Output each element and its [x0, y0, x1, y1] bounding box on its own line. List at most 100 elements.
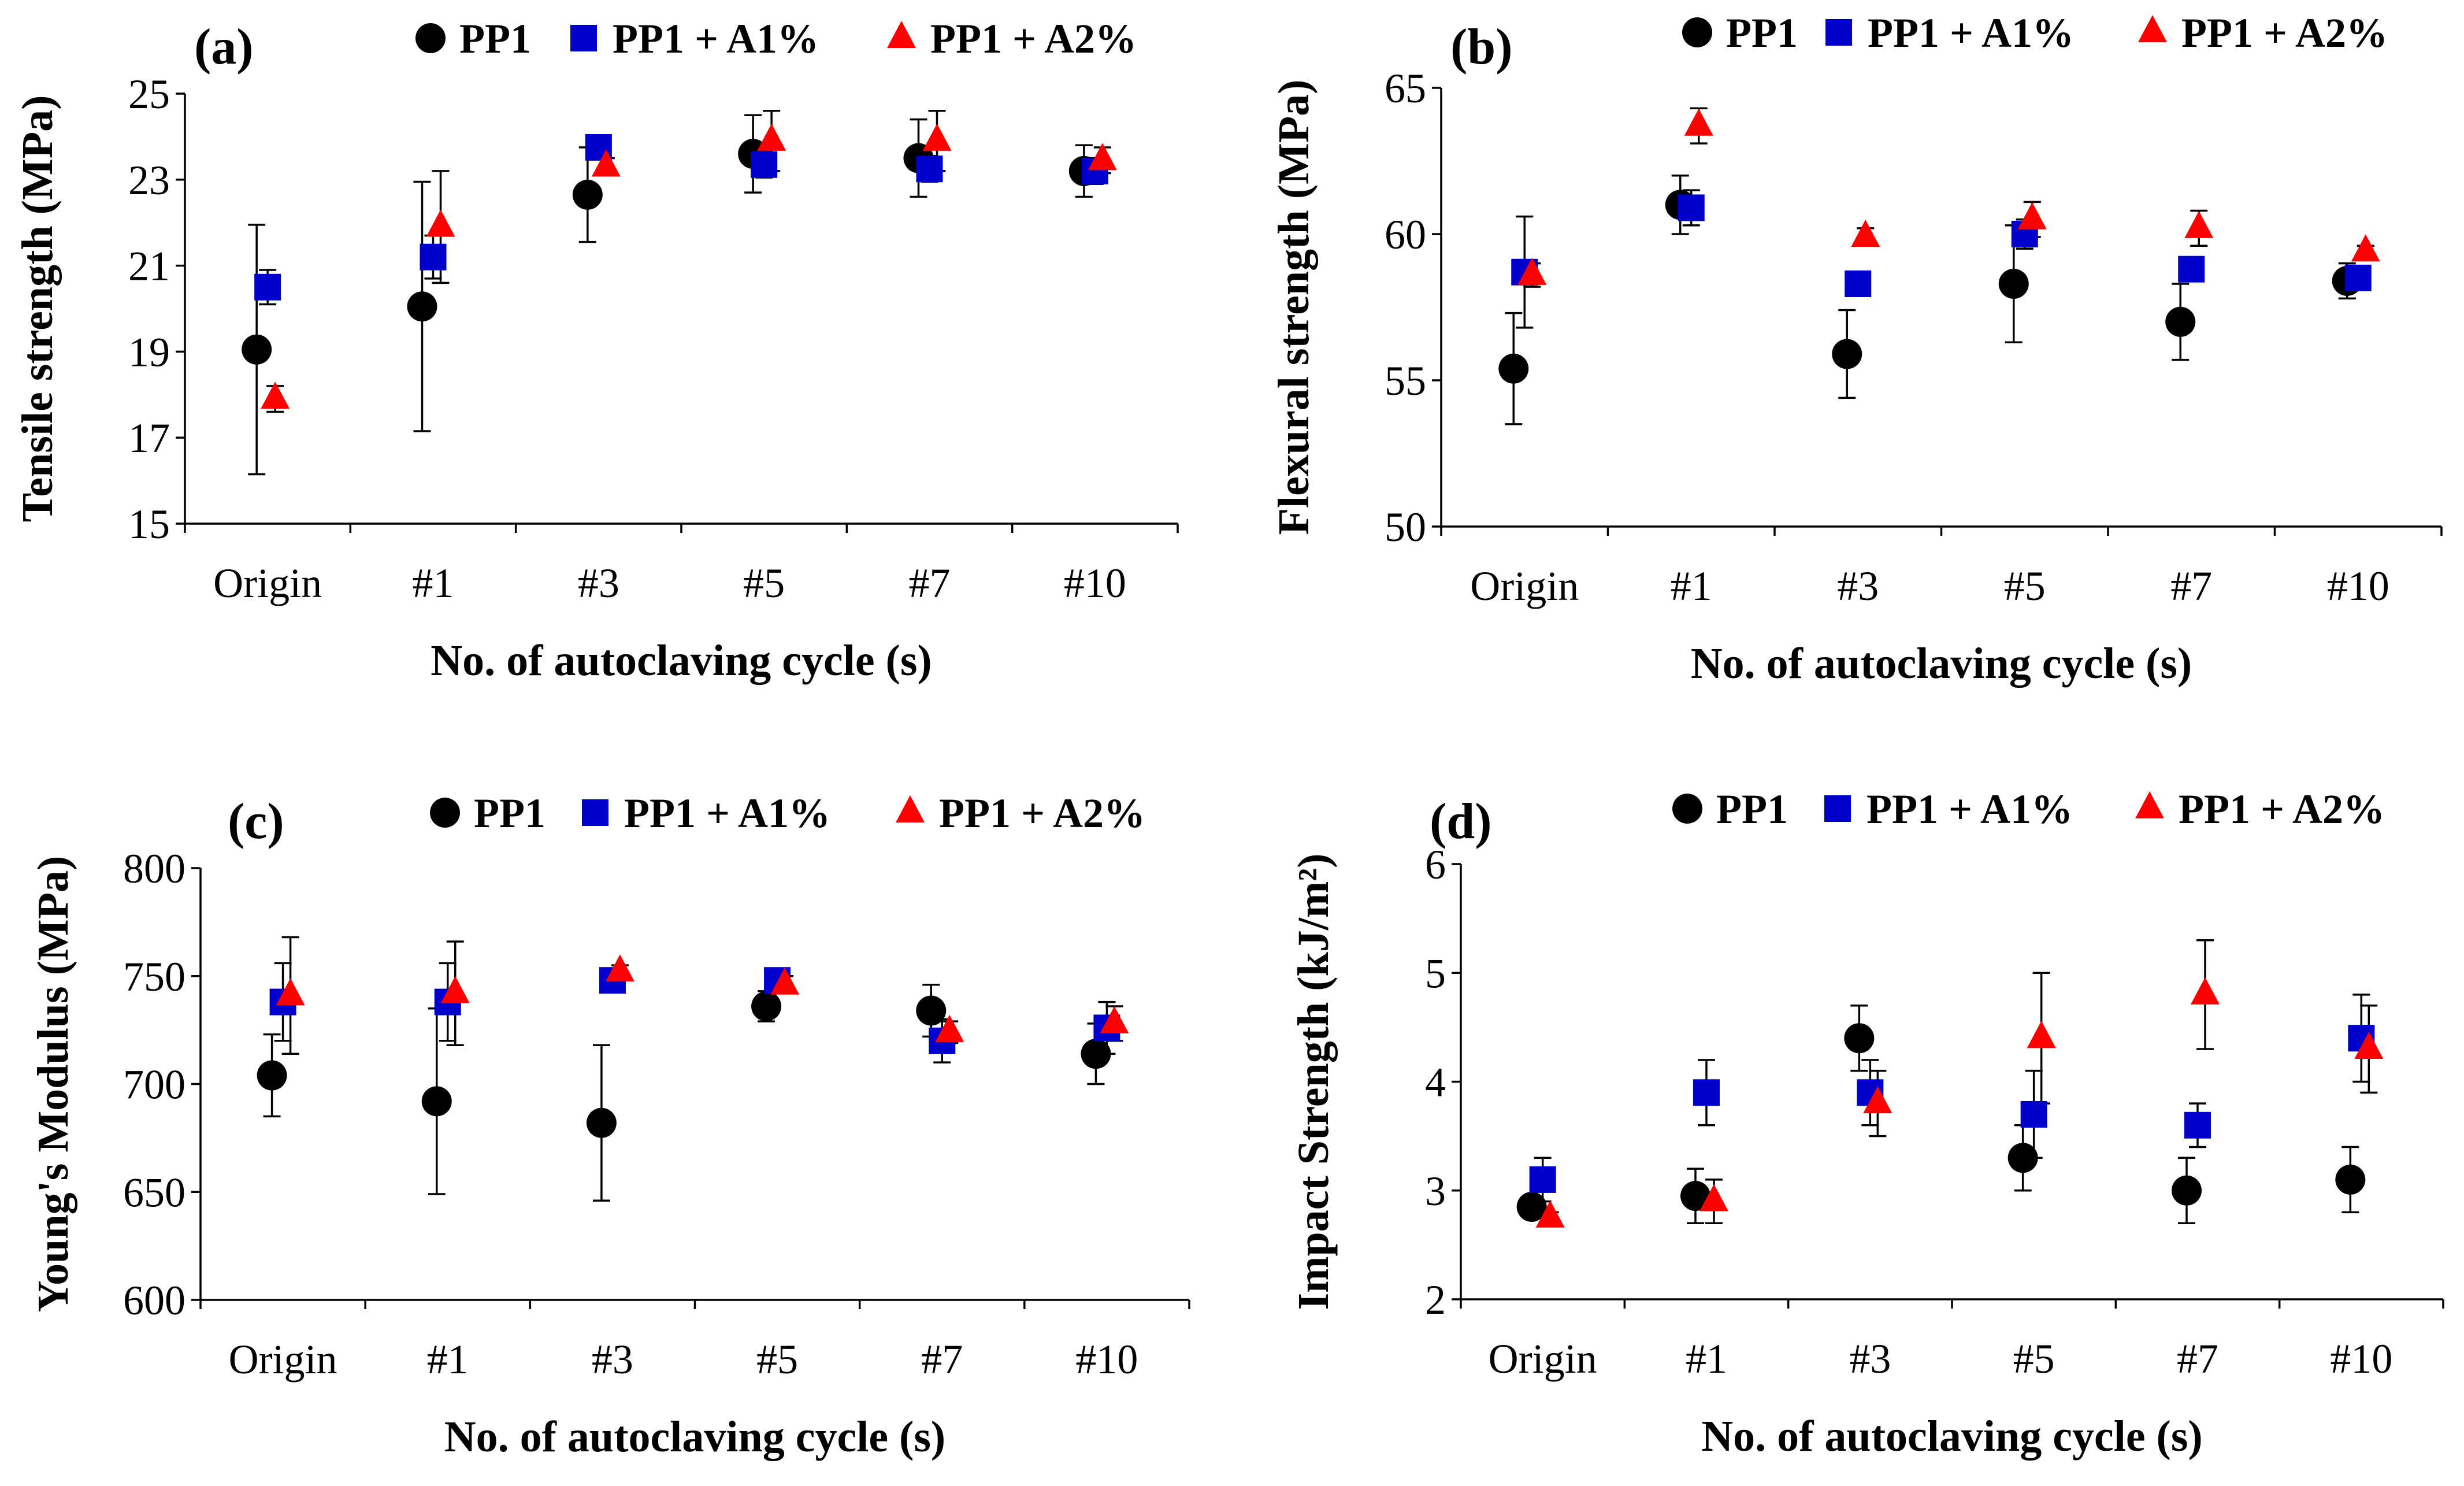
legend-marker-shape [582, 799, 608, 826]
legend-marker [1824, 795, 1851, 822]
data-point [1678, 194, 1705, 221]
data-point [440, 976, 470, 1003]
legend-marker-shape [1672, 794, 1702, 824]
data-point [1516, 1191, 1547, 1222]
chart-panel-b: 50 55 60 65 Origin #1 #3 #5 #7 #10 No. of autoclav… [1270, 10, 2443, 688]
legend-marker-shape [415, 23, 446, 53]
y-axis-title: Flexural strength (MPa) [1270, 80, 1318, 535]
data-point [420, 243, 447, 270]
data-point-shape [751, 151, 778, 178]
y-axis-title: Tensile strength (MPa) [13, 95, 62, 522]
data-point-shape [257, 1060, 287, 1091]
x-tick-label: #10 [1064, 560, 1126, 606]
x-tick-label: #1 [1671, 563, 1712, 609]
y-tick-label: 5 [1425, 950, 1446, 996]
x-axis-title: No. of autoclaving cycle (s) [431, 636, 932, 685]
data-point-shape [916, 995, 947, 1026]
legend-label: PP1 [1726, 10, 1798, 56]
data-point [2184, 210, 2214, 238]
data-point [2165, 306, 2196, 337]
data-point-shape [261, 381, 290, 409]
data-point-shape [1088, 143, 1117, 171]
data-point-shape [591, 149, 621, 177]
y-axis-title: Impact Strength (kJ/m²) [1289, 854, 1338, 1310]
data-point-shape [1498, 353, 1529, 384]
x-tick-label: #7 [909, 560, 951, 606]
data-point [770, 967, 800, 995]
legend-marker [430, 798, 460, 828]
data-point-shape [242, 334, 272, 365]
x-tick-label: #1 [427, 1336, 469, 1383]
data-point-shape [1680, 1181, 1710, 1211]
legend-marker-shape [430, 798, 460, 828]
data-point-shape [276, 978, 305, 1006]
x-tick-label: #1 [1686, 1336, 1727, 1382]
legend-label: PP1 + A1% [613, 16, 819, 62]
data-point [242, 334, 272, 365]
x-axis-title: No. of autoclaving cycle (s) [444, 1413, 946, 1461]
data-point [1998, 269, 2029, 299]
data-point [935, 1014, 964, 1042]
y-tick-label: 6 [1425, 842, 1446, 888]
x-axis-title: No. of autoclaving cycle (s) [1691, 639, 2192, 688]
legend-label: PP1 [474, 790, 546, 836]
data-point [2191, 977, 2220, 1005]
data-point-shape [916, 155, 943, 183]
legend-marker [2135, 791, 2164, 818]
legend-marker [570, 25, 597, 51]
data-point [751, 151, 778, 178]
data-point [591, 149, 621, 177]
x-tick-label: Origin [1489, 1336, 1597, 1382]
data-point [1693, 1079, 1720, 1106]
x-tick-label: #7 [2170, 563, 2212, 609]
data-point [2027, 1021, 2056, 1048]
data-point [751, 991, 782, 1022]
series-pp1 [263, 983, 1105, 1202]
data-point [257, 1060, 287, 1091]
data-point [1517, 257, 1547, 285]
data-point [605, 954, 634, 982]
legend-label: PP1 [459, 16, 531, 62]
legend-marker-shape [1824, 795, 1851, 822]
data-point-shape [2184, 210, 2214, 238]
data-point [2351, 234, 2380, 262]
data-point [2017, 202, 2047, 229]
chart-panel-d: 2 3 4 5 6 Origin #1 #3 #5 #7 #10 No. of autoclaving… [1289, 786, 2444, 1461]
y-axis-title: Young's Modulus (MPa) [29, 856, 77, 1313]
data-point [757, 123, 786, 151]
series-pp1-a2- [1541, 939, 2378, 1224]
data-point-shape [757, 123, 786, 151]
legend-marker-shape [1825, 19, 1852, 46]
y-tick-label: 600 [123, 1277, 185, 1324]
legend-label: PP1 + A2% [930, 16, 1137, 62]
series-pp1-a2- [1523, 107, 2374, 288]
x-tick-label: Origin [213, 560, 322, 606]
y-tick-label: 19 [128, 329, 170, 375]
data-point [1680, 1181, 1710, 1211]
data-point [916, 155, 943, 183]
series-pp1-a2- [266, 110, 1111, 413]
data-point-shape [1863, 1086, 1892, 1114]
legend-label: PP1 + A2% [2181, 10, 2388, 56]
legend-label: PP1 + A1% [1866, 786, 2073, 832]
data-point [2335, 1164, 2366, 1195]
legend-marker-shape [887, 21, 916, 48]
x-tick-label: #1 [413, 560, 454, 606]
chart-panel-c: 600 650 700 750 800 Origin #1 #3 #5 #7 #10 No. of a… [29, 790, 1190, 1461]
legend-marker [1825, 19, 1852, 46]
data-point-shape [420, 243, 447, 270]
y-tick-label: 4 [1425, 1059, 1446, 1106]
data-point [1081, 1039, 1111, 1069]
data-point-shape [1517, 257, 1547, 285]
panel-label: (c) [228, 794, 284, 850]
data-point [1100, 1006, 1129, 1033]
data-point-shape [751, 991, 782, 1022]
x-tick-label: Origin [1470, 563, 1579, 609]
data-point-shape [1998, 269, 2029, 299]
x-tick-label: Origin [229, 1336, 337, 1383]
panel-label: (d) [1430, 794, 1492, 850]
x-tick-label: #7 [2177, 1336, 2218, 1382]
x-tick-label: #3 [1837, 563, 1879, 609]
data-point [1699, 1184, 1728, 1211]
data-point [1684, 108, 1713, 136]
